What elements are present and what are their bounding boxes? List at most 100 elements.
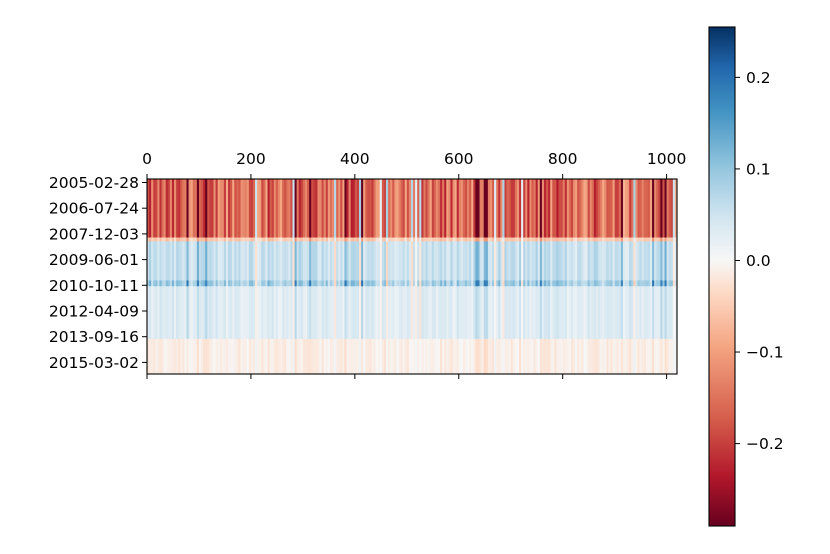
heatmap-cell bbox=[548, 241, 551, 281]
heatmap-cell bbox=[662, 241, 665, 281]
heatmap-cell bbox=[209, 179, 212, 238]
heatmap-cell bbox=[255, 179, 258, 238]
heatmap-cell bbox=[635, 179, 638, 238]
heatmap-cell bbox=[375, 338, 379, 374]
heatmap-cell bbox=[516, 280, 520, 287]
heatmap-cell bbox=[618, 179, 622, 238]
heatmap-cell bbox=[641, 241, 645, 281]
heatmap-cell bbox=[571, 280, 574, 287]
heatmap-cell bbox=[205, 179, 208, 238]
heatmap-cell bbox=[367, 237, 370, 242]
heatmap-cell bbox=[223, 241, 227, 281]
heatmap-cell bbox=[581, 280, 584, 287]
heatmap-cell bbox=[674, 286, 677, 340]
heatmap-cell bbox=[419, 286, 422, 340]
heatmap-cell bbox=[178, 179, 181, 238]
heatmap-cell bbox=[188, 280, 191, 287]
heatmap-cell bbox=[458, 237, 462, 242]
heatmap-cell bbox=[649, 286, 653, 340]
y-tick-label: 2006-07-24 bbox=[49, 200, 139, 218]
heatmap-cell bbox=[429, 237, 433, 242]
heatmap-cell bbox=[664, 179, 667, 238]
heatmap-cell bbox=[369, 286, 372, 340]
heatmap-cell bbox=[504, 338, 507, 374]
heatmap-cell bbox=[261, 241, 264, 281]
heatmap-cell bbox=[309, 338, 312, 374]
heatmap-cell bbox=[616, 280, 620, 287]
heatmap-cell bbox=[169, 338, 173, 374]
heatmap-cell bbox=[433, 280, 437, 287]
heatmap-cell bbox=[593, 237, 597, 242]
heatmap-cell bbox=[452, 179, 455, 238]
heatmap-cell bbox=[182, 280, 185, 287]
heatmap-cell bbox=[429, 286, 433, 340]
heatmap-cell bbox=[269, 237, 273, 242]
heatmap-cell bbox=[354, 237, 358, 242]
heatmap-cell bbox=[633, 280, 636, 287]
heatmap-cell bbox=[483, 338, 487, 374]
heatmap-cell bbox=[481, 241, 485, 281]
heatmap-cell bbox=[155, 338, 158, 374]
heatmap-cell bbox=[321, 179, 324, 238]
heatmap-cell bbox=[201, 241, 204, 281]
heatmap-cell bbox=[514, 237, 518, 242]
heatmap-cell bbox=[271, 237, 275, 242]
heatmap-cell bbox=[390, 237, 393, 242]
heatmap-cell bbox=[302, 286, 306, 340]
heatmap-cell bbox=[452, 241, 455, 281]
heatmap-cell bbox=[323, 237, 327, 242]
heatmap-cell bbox=[186, 179, 189, 238]
heatmap-cell bbox=[331, 237, 335, 242]
heatmap-cell bbox=[348, 241, 351, 281]
heatmap-cell bbox=[587, 179, 591, 238]
heatmap-cell bbox=[263, 179, 266, 238]
heatmap-cell bbox=[450, 241, 453, 281]
heatmap-cell bbox=[433, 241, 437, 281]
heatmap-cell bbox=[573, 241, 576, 281]
heatmap-cell bbox=[294, 338, 297, 374]
heatmap-cell bbox=[221, 338, 225, 374]
heatmap-cell bbox=[238, 179, 241, 238]
heatmap-cell bbox=[431, 179, 435, 238]
heatmap-cell bbox=[319, 237, 322, 242]
heatmap-cell bbox=[633, 241, 636, 281]
heatmap-cell bbox=[203, 237, 206, 242]
heatmap-cell bbox=[149, 241, 152, 281]
heatmap-cell bbox=[344, 280, 347, 287]
heatmap-cell bbox=[606, 280, 609, 287]
heatmap-cell bbox=[446, 241, 449, 281]
heatmap-cell bbox=[506, 286, 509, 340]
heatmap-cell bbox=[340, 179, 343, 238]
heatmap-cell bbox=[344, 179, 347, 238]
heatmap-cell bbox=[469, 179, 472, 238]
heatmap-cell bbox=[307, 237, 310, 242]
heatmap-cell bbox=[340, 237, 343, 242]
heatmap-cell bbox=[479, 286, 482, 340]
heatmap-cell bbox=[309, 179, 312, 238]
heatmap-cell bbox=[546, 237, 549, 242]
heatmap-cell bbox=[533, 179, 536, 238]
heatmap-cell bbox=[298, 179, 302, 238]
heatmap-cell bbox=[269, 241, 273, 281]
heatmap-cell bbox=[236, 179, 239, 238]
heatmap-cell bbox=[321, 237, 324, 242]
heatmap-cell bbox=[194, 280, 198, 287]
heatmap-cell bbox=[500, 179, 503, 238]
heatmap-cell bbox=[196, 280, 200, 287]
heatmap-cell bbox=[176, 338, 179, 374]
heatmap-cell bbox=[539, 286, 543, 340]
heatmap-cell bbox=[180, 286, 183, 340]
heatmap-cell bbox=[325, 241, 329, 281]
y-tick-label: 2012-04-09 bbox=[49, 303, 139, 321]
heatmap-cell bbox=[346, 286, 349, 340]
heatmap-cell bbox=[519, 237, 522, 242]
heatmap-cell bbox=[304, 241, 308, 281]
heatmap-cell bbox=[498, 286, 501, 340]
heatmap-cell bbox=[467, 338, 470, 374]
heatmap-cell bbox=[230, 338, 233, 374]
heatmap-cell bbox=[435, 179, 439, 238]
heatmap-cell bbox=[560, 237, 563, 242]
heatmap-cell bbox=[282, 286, 285, 340]
heatmap-cell bbox=[265, 237, 268, 242]
colorbar-tick-label: −0.1 bbox=[746, 344, 784, 362]
